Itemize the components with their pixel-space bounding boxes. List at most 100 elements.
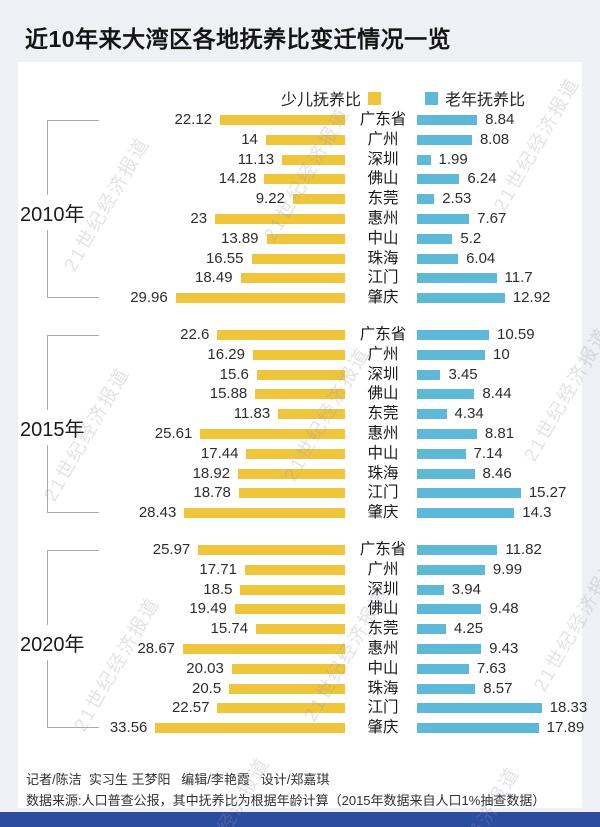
chart-row: 20.03 中山 7.63 bbox=[18, 659, 582, 679]
chart-row: 23 惠州 7.67 bbox=[18, 209, 582, 229]
elder-value: 11.7 bbox=[504, 269, 533, 287]
chart-row: 28.43 肇庆 14.3 bbox=[18, 503, 582, 523]
elder-value: 18.33 bbox=[549, 699, 588, 717]
elder-bar bbox=[417, 584, 444, 595]
child-bar bbox=[220, 115, 345, 125]
chart-row: 20.5 珠海 8.57 bbox=[18, 679, 582, 699]
legend-elder-label: 老年抚养比 bbox=[445, 92, 526, 109]
child-bar bbox=[155, 723, 345, 734]
child-bar bbox=[251, 253, 345, 264]
chart-row: 22.12 广东省 8.84 bbox=[18, 110, 582, 130]
page-title: 近10年来大湾区各地抚养比变迁情况一览 bbox=[25, 26, 452, 52]
child-bar bbox=[292, 194, 345, 205]
child-bar bbox=[265, 134, 345, 145]
elder-bar bbox=[417, 643, 482, 654]
chart-row: 17.44 中山 7.14 bbox=[18, 444, 582, 464]
city-label: 中山 bbox=[367, 659, 399, 677]
child-bar bbox=[175, 293, 345, 304]
elder-value: 14.3 bbox=[522, 504, 552, 522]
chart-row: 15.74 东莞 4.25 bbox=[18, 619, 582, 639]
elder-value: 4.25 bbox=[453, 620, 484, 638]
chart-row: 14 广州 8.08 bbox=[18, 130, 582, 150]
elder-bar bbox=[417, 468, 475, 479]
child-value: 15.74 bbox=[210, 620, 249, 638]
child-value: 15.88 bbox=[209, 385, 248, 403]
child-bar bbox=[256, 369, 345, 380]
child-value: 13.89 bbox=[220, 229, 259, 247]
elder-bar bbox=[417, 683, 476, 694]
chart-row: 17.71 广州 9.99 bbox=[18, 560, 582, 580]
chart-row: 18.78 江门 15.27 bbox=[18, 483, 582, 503]
chart-row: 18.5 深圳 3.94 bbox=[18, 580, 582, 600]
city-label: 珠海 bbox=[367, 464, 399, 482]
elder-value: 17.89 bbox=[546, 719, 585, 737]
elder-value: 10.59 bbox=[497, 325, 535, 343]
child-value: 9.22 bbox=[255, 190, 285, 208]
elder-value: 8.57 bbox=[483, 679, 513, 697]
elder-bar bbox=[417, 448, 466, 459]
elder-value: 1.99 bbox=[438, 150, 468, 168]
city-label: 东莞 bbox=[367, 620, 399, 638]
city-label: 惠州 bbox=[367, 209, 399, 227]
child-value: 18.5 bbox=[203, 580, 233, 598]
city-label: 深圳 bbox=[367, 150, 399, 168]
child-value: 18.49 bbox=[195, 269, 233, 287]
year-group: 2010年 22.12 广东省 8.84 14 广州 8.08 11.13 深圳 1.99 14.2… bbox=[18, 110, 582, 308]
elder-bar bbox=[417, 604, 482, 615]
year-group: 2020年 25.97 广东省 11.82 17.71 广州 9.99 18.5 深圳 3.94 1… bbox=[18, 540, 587, 738]
city-label: 广东省 bbox=[359, 540, 407, 558]
elder-value: 8.46 bbox=[482, 464, 512, 482]
elder-value: 6.04 bbox=[466, 249, 496, 267]
elder-value: 7.14 bbox=[473, 444, 503, 462]
child-bar bbox=[240, 273, 345, 284]
city-label: 肇庆 bbox=[367, 504, 399, 522]
child-value: 33.56 bbox=[109, 719, 148, 737]
elder-value: 9.43 bbox=[489, 639, 519, 657]
legend-item-elder: 老年抚养比 bbox=[425, 86, 525, 110]
elder-bar bbox=[417, 428, 477, 439]
chart-row: 11.13 深圳 1.99 bbox=[18, 150, 582, 170]
chart-row: 16.29 广州 10 bbox=[18, 345, 582, 365]
child-value: 11.13 bbox=[237, 150, 275, 168]
child-bar bbox=[278, 409, 345, 420]
city-label: 广州 bbox=[367, 130, 399, 148]
elder-swatch-icon bbox=[425, 91, 438, 105]
city-label: 广州 bbox=[367, 345, 399, 363]
elder-value: 8.08 bbox=[479, 130, 510, 148]
elder-value: 7.63 bbox=[476, 659, 507, 677]
elder-value: 9.99 bbox=[492, 560, 523, 578]
child-bar bbox=[238, 468, 345, 479]
city-label: 中山 bbox=[367, 229, 399, 247]
city-label: 广东省 bbox=[359, 325, 407, 343]
elder-value: 9.48 bbox=[489, 600, 519, 618]
elder-bar bbox=[417, 723, 539, 734]
child-value: 22.57 bbox=[171, 699, 210, 717]
elder-bar bbox=[417, 663, 469, 674]
elder-value: 2.53 bbox=[442, 190, 472, 208]
child-value: 14.28 bbox=[218, 170, 257, 188]
child-value: 16.55 bbox=[205, 249, 244, 267]
elder-bar bbox=[417, 389, 475, 400]
elder-bar bbox=[417, 624, 446, 635]
child-bar bbox=[198, 544, 345, 555]
elder-value: 3.45 bbox=[448, 365, 478, 383]
child-value: 22.6 bbox=[180, 325, 210, 343]
child-value: 19.49 bbox=[189, 600, 227, 618]
child-bar bbox=[217, 329, 345, 340]
chart-row: 33.56 肇庆 17.89 bbox=[18, 718, 585, 738]
elder-bar bbox=[417, 508, 515, 519]
chart-row: 22.57 江门 18.33 bbox=[18, 698, 587, 718]
child-value: 20.5 bbox=[191, 679, 222, 697]
child-value: 18.92 bbox=[192, 464, 231, 482]
city-label: 江门 bbox=[367, 484, 399, 502]
elder-bar bbox=[417, 134, 472, 145]
chart-row: 25.61 惠州 8.81 bbox=[18, 424, 582, 444]
city-label: 广东省 bbox=[359, 111, 407, 128]
chart-row: 14.28 佛山 6.24 bbox=[18, 169, 582, 189]
child-value: 15.6 bbox=[219, 365, 249, 383]
child-value: 14 bbox=[241, 130, 258, 148]
child-bar bbox=[231, 663, 345, 674]
child-value: 29.96 bbox=[130, 289, 168, 307]
city-label: 肇庆 bbox=[367, 289, 399, 307]
elder-bar bbox=[417, 233, 453, 244]
